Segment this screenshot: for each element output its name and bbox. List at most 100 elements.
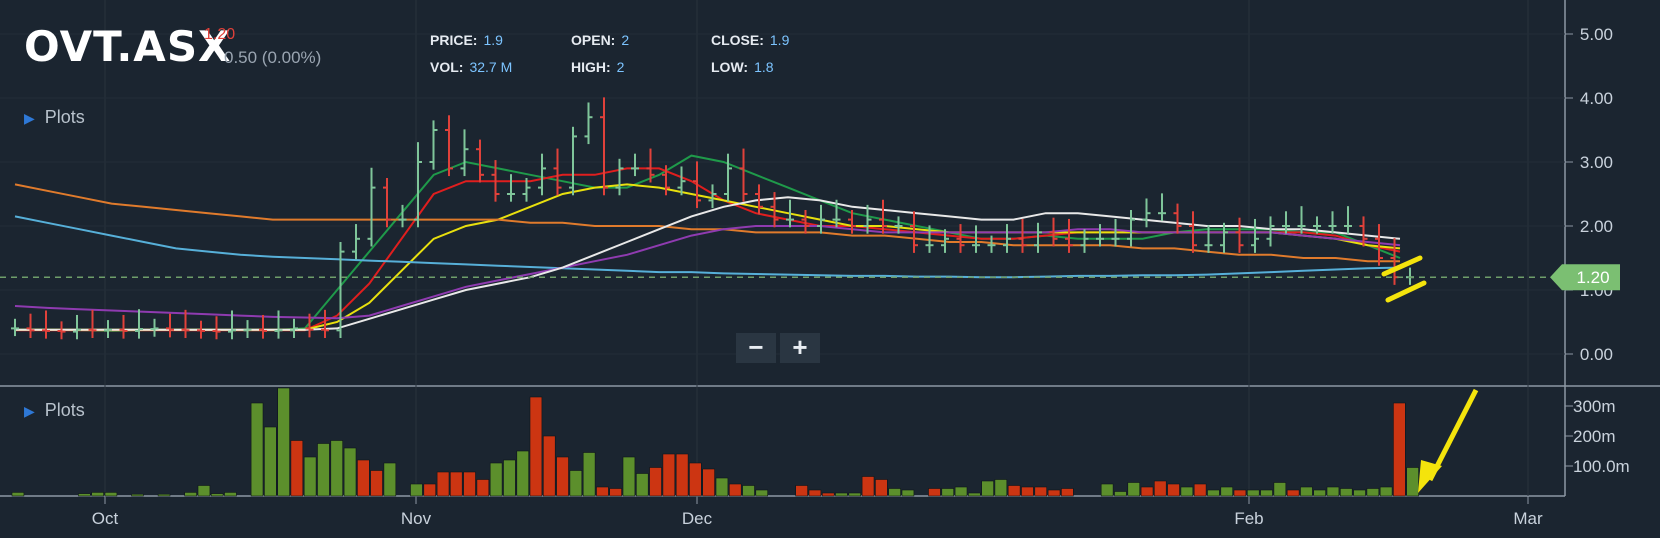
volume-bar: [954, 486, 968, 497]
volume-bar: [1300, 486, 1313, 497]
volume-bar: [649, 467, 662, 497]
volume-bar: [423, 483, 436, 497]
zoom-in-button[interactable]: +: [780, 333, 820, 363]
volume-bar: [596, 486, 609, 497]
volume-bar: [1140, 486, 1154, 497]
y-tick-label: 5.00: [1580, 25, 1613, 44]
low-key: LOW:: [711, 59, 749, 75]
plots-toggle-bottom[interactable]: ▶ Plots: [24, 400, 85, 421]
volume-bar: [489, 462, 503, 497]
volume-bar: [981, 480, 994, 497]
x-tick-label: Nov: [401, 509, 432, 528]
plots-toggle-top[interactable]: ▶ Plots: [24, 107, 85, 128]
volume-tick-label: 300m: [1573, 397, 1616, 416]
volume-bar: [542, 435, 556, 497]
vol-value: 32.7 M: [469, 59, 513, 75]
volume-bar: [184, 492, 197, 497]
volume-bar: [928, 488, 941, 497]
volume-bar: [755, 489, 768, 497]
high-field: HIGH: 2: [571, 59, 624, 75]
x-tick-label: Feb: [1234, 509, 1263, 528]
y-tick-label: 4.00: [1580, 89, 1613, 108]
volume-tick-label: 100.0m: [1573, 457, 1630, 476]
low-value: 1.8: [754, 59, 774, 75]
volume-bar: [1047, 489, 1061, 497]
volume-bar: [290, 440, 304, 497]
high-value: 2: [616, 59, 625, 75]
annotation-mark: [1385, 280, 1427, 303]
volume-bar: [1193, 483, 1207, 497]
volume-bar: [1220, 486, 1234, 497]
volume-bar: [1127, 482, 1141, 497]
volume-bar: [702, 468, 715, 497]
volume-bar: [1260, 489, 1273, 497]
volume-bar: [1326, 486, 1340, 497]
moving-average-line: [14, 215, 1401, 279]
x-tick-label: Mar: [1513, 509, 1543, 528]
volume-tick-label: 200m: [1573, 427, 1616, 446]
volume-bar: [582, 452, 596, 497]
y-tick-label: 2.00: [1580, 217, 1613, 236]
volume-bar: [1406, 467, 1419, 497]
volume-bar: [436, 471, 450, 497]
volume-bar: [529, 396, 543, 497]
close-field: CLOSE: 1.9: [711, 32, 789, 48]
last-price: 1.20: [204, 26, 236, 43]
volume-bar: [91, 492, 104, 497]
volume-bar: [994, 479, 1008, 497]
volume-bar: [157, 493, 171, 497]
volume-bar: [609, 488, 622, 497]
plots-label: Plots: [44, 107, 85, 127]
volume-bar: [1247, 489, 1260, 497]
volume-bar: [888, 488, 901, 497]
volume-bar: [901, 489, 915, 497]
volume-bar: [1180, 486, 1194, 497]
volume-bar: [941, 488, 954, 497]
y-tick-label: 3.00: [1580, 153, 1613, 172]
volume-bar: [277, 387, 290, 497]
volume-bar: [1353, 489, 1366, 497]
volume-bar: [715, 477, 729, 497]
volume-bar: [1007, 485, 1021, 497]
expand-triangle-icon: ▶: [24, 110, 35, 126]
volume-bar: [1340, 488, 1353, 497]
volume-bar: [449, 471, 463, 497]
volume-bar: [197, 485, 211, 497]
volume-bar: [317, 443, 330, 497]
volume-bar: [622, 456, 636, 497]
volume-bar: [1393, 402, 1406, 497]
volume-bar: [503, 459, 516, 497]
moving-average-line: [14, 183, 1400, 263]
volume-bar: [1154, 480, 1167, 497]
x-tick-label: Oct: [92, 509, 119, 528]
vol-key: VOL:: [430, 59, 464, 75]
volume-bar: [662, 453, 676, 497]
zoom-out-button[interactable]: −: [736, 333, 776, 363]
close-value: 1.9: [769, 32, 790, 48]
volume-bar: [569, 470, 583, 497]
volume-bar: [1034, 486, 1048, 497]
open-key: OPEN:: [571, 32, 616, 48]
price-key: PRICE:: [430, 32, 478, 48]
volume-bar: [675, 453, 689, 497]
vol-field: VOL: 32.7 M: [430, 59, 512, 75]
price-field: PRICE: 1.9: [430, 32, 503, 48]
volume-bar: [370, 470, 383, 497]
volume-bar: [330, 440, 343, 497]
volume-bar: [875, 479, 888, 497]
volume-bar: [1233, 489, 1247, 497]
close-key: CLOSE:: [711, 32, 764, 48]
volume-bar: [635, 473, 649, 497]
volume-bar: [516, 450, 529, 497]
volume-bar: [131, 493, 144, 497]
volume-bar: [303, 456, 317, 497]
annotation-arrowhead: [1418, 460, 1442, 493]
volume-bar: [357, 459, 370, 497]
price-change: 0.50 (0.00%): [224, 48, 322, 67]
volume-bar: [476, 479, 490, 497]
volume-bar: [210, 493, 224, 497]
volume-bar: [556, 456, 569, 497]
volume-bar: [264, 426, 277, 497]
volume-bar: [861, 476, 875, 497]
